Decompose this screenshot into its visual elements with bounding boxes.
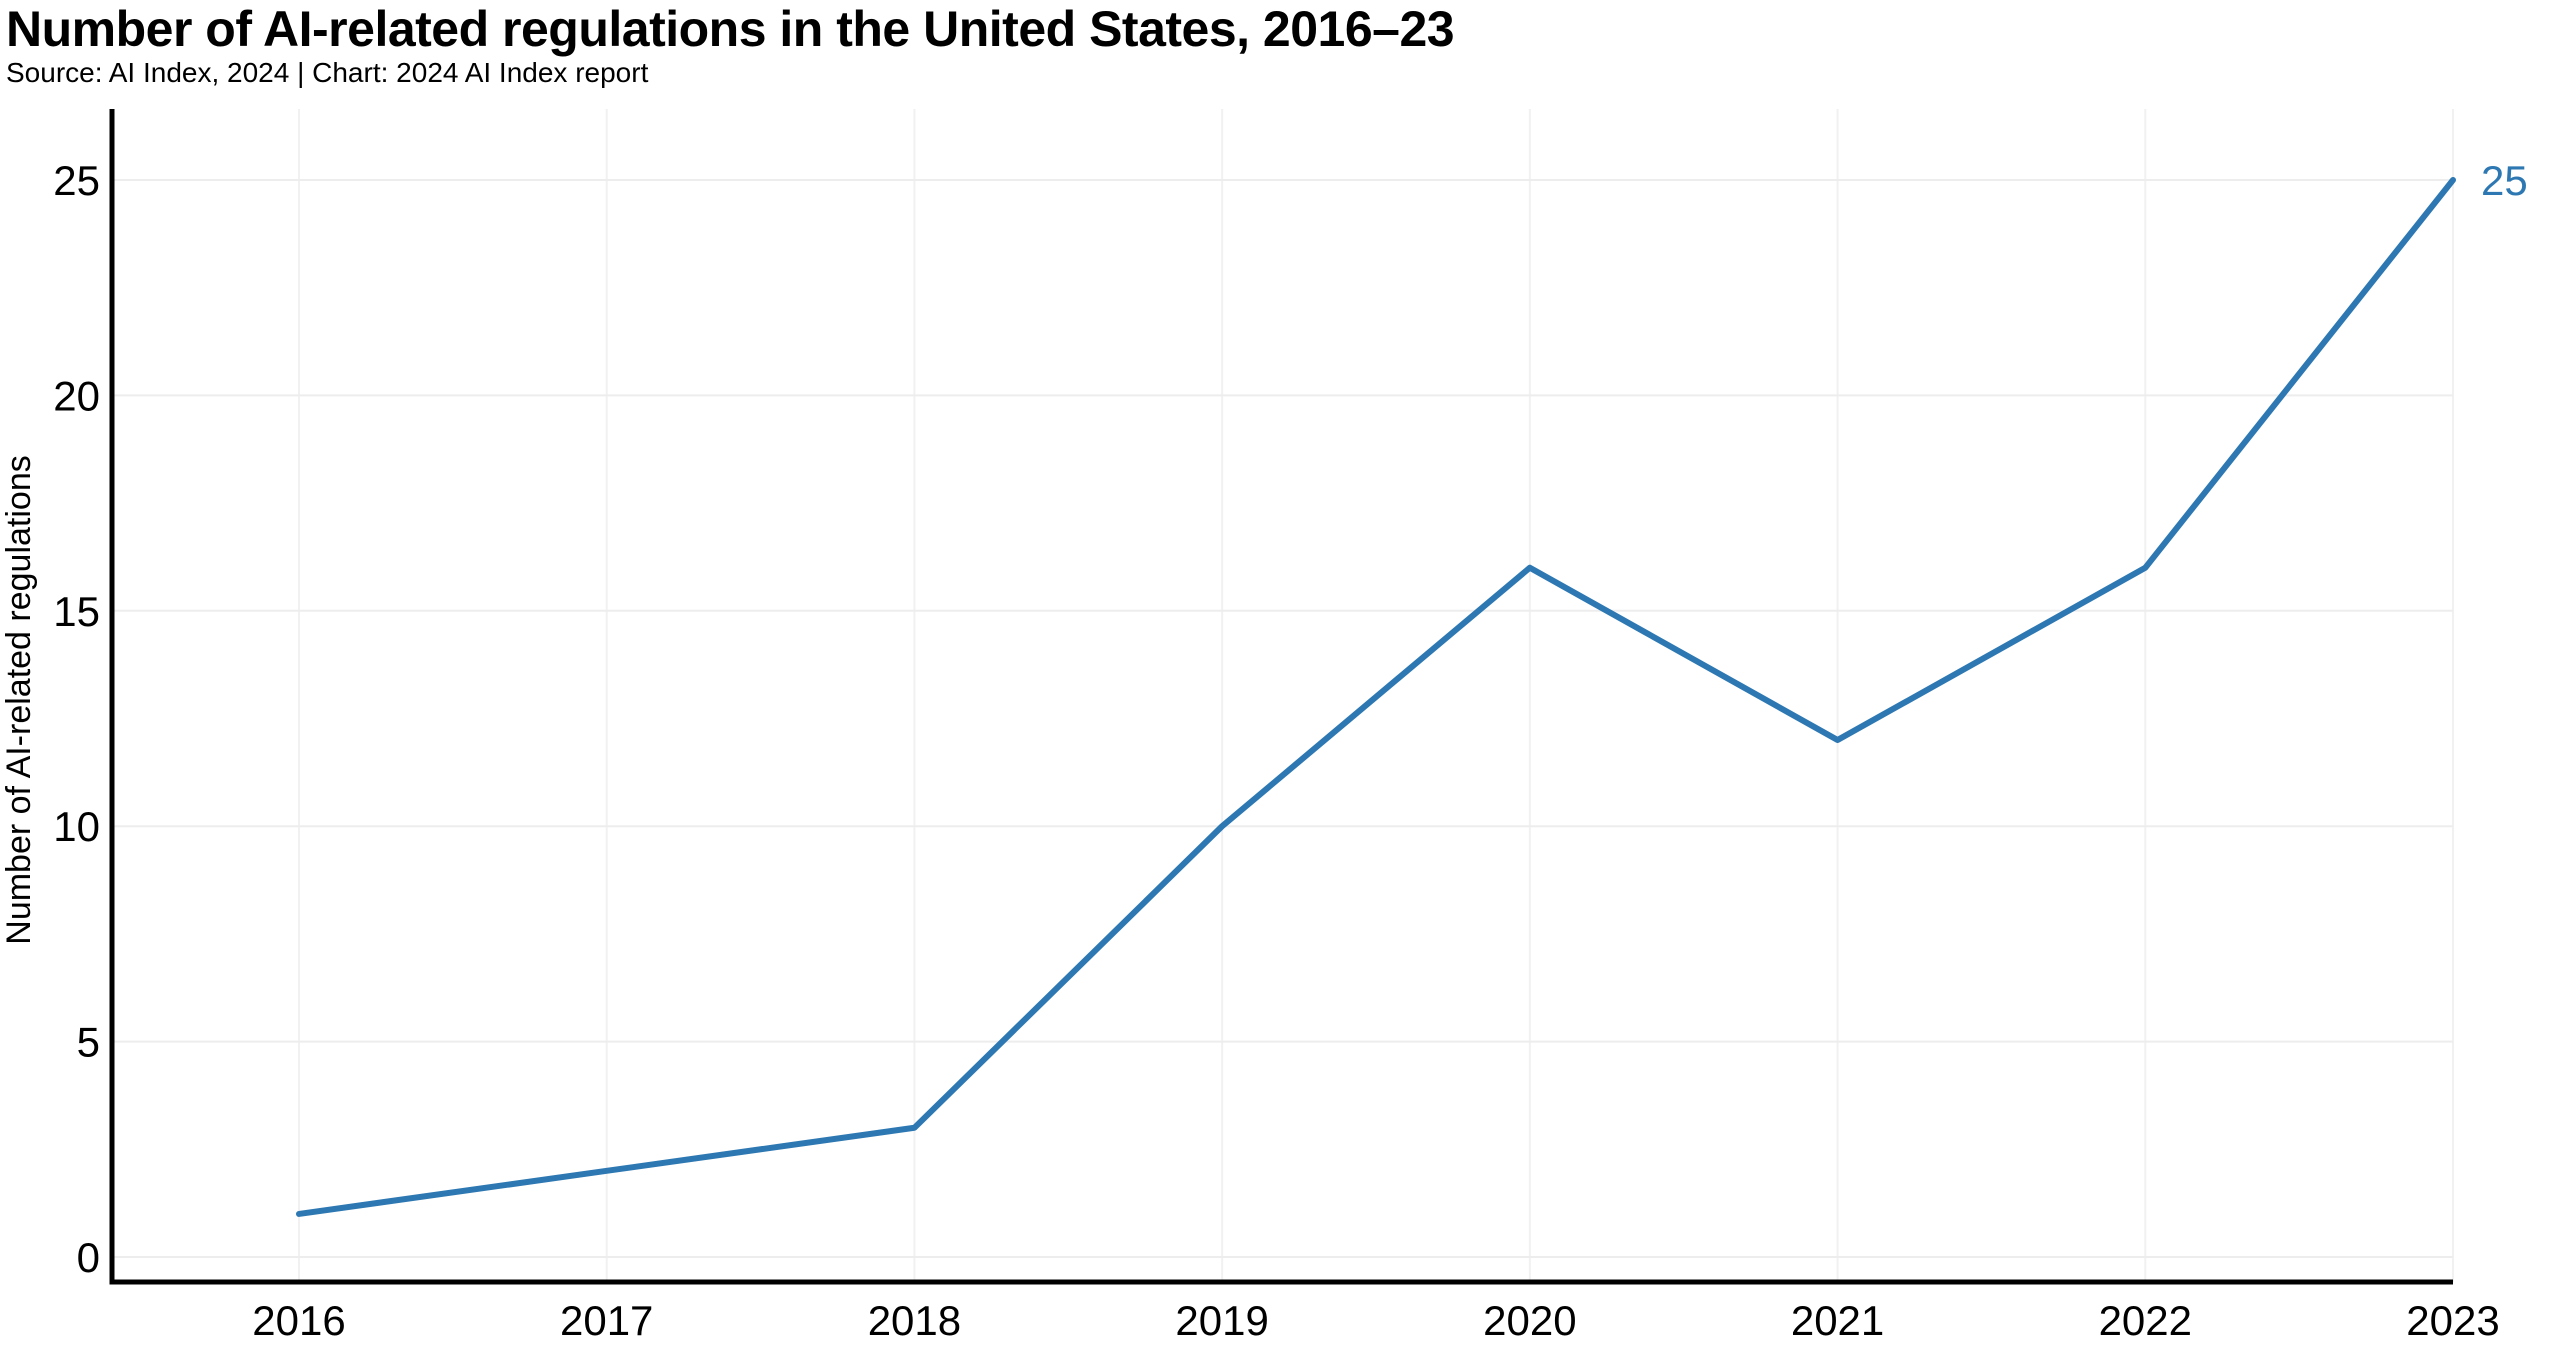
x-tick-label: 2021	[1791, 1297, 1884, 1344]
y-tick-label: 25	[53, 157, 100, 204]
x-tick-label: 2020	[1483, 1297, 1576, 1344]
x-tick-label: 2022	[2099, 1297, 2192, 1344]
y-tick-labels: 0 5 10 15 20 25	[53, 157, 100, 1281]
x-tick-label: 2018	[868, 1297, 961, 1344]
end-value-label: 25	[2481, 157, 2528, 204]
chart-source-note: Source: AI Index, 2024 | Chart: 2024 AI …	[6, 57, 649, 88]
x-tick-label: 2019	[1175, 1297, 1268, 1344]
y-tick-label: 10	[53, 803, 100, 850]
x-tick-label: 2023	[2406, 1297, 2499, 1344]
horizontal-gridlines	[112, 179, 2453, 1258]
series-line	[296, 177, 2456, 1217]
chart-header: Number of AI-related regulations in the …	[6, 1, 1455, 90]
x-tick-label: 2017	[560, 1297, 653, 1344]
y-tick-label: 15	[53, 588, 100, 635]
axis-lines	[109, 109, 2453, 1285]
y-tick-label: 0	[77, 1234, 100, 1281]
chart-title: Number of AI-related regulations in the …	[6, 1, 1455, 57]
y-tick-label: 5	[77, 1019, 100, 1066]
y-axis-title: Number of AI-related regulations	[0, 455, 38, 944]
y-tick-label: 20	[53, 372, 100, 419]
vertical-gridlines	[298, 109, 2454, 1282]
x-tick-label: 2016	[252, 1297, 345, 1344]
x-tick-labels: 2016 2017 2018 2019 2020 2021 2022 2023	[252, 1297, 2499, 1344]
